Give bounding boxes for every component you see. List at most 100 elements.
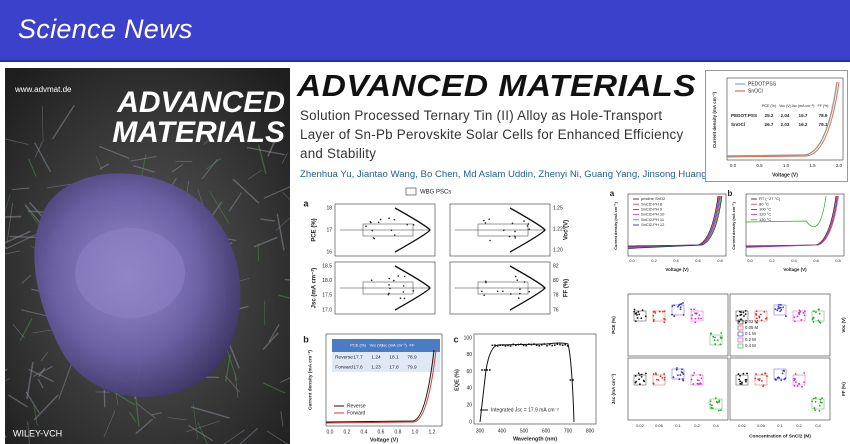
cover-fiber [5,378,10,382]
data-point [678,378,681,381]
data-point [711,407,714,410]
curve-marker [567,345,569,347]
legend-label: 120 °C [759,212,771,217]
data-point [694,317,697,320]
tick-label: 0.5 [756,163,763,168]
data-point [510,293,512,295]
curve [394,207,431,253]
banner: Science News [0,0,850,62]
data-point [800,319,803,321]
data-point [663,372,666,375]
table-header: Jsc (mA cm⁻²) [381,343,407,348]
legend-label: 0.02 M [745,319,759,324]
data-point [812,316,815,319]
cover-fiber [5,138,29,145]
curve-marker [502,344,504,346]
data-point [813,407,816,409]
data-point [393,279,395,282]
tick-label: 0.8 [717,258,723,263]
tick-label: 0.0 [327,429,334,435]
data-point [663,378,666,381]
table-cell: 17.8 [389,364,399,370]
cover-fiber [26,361,34,400]
table-cell: 2.04 [781,113,790,118]
data-point [803,381,806,384]
tick-label: 2.0 [836,163,843,168]
cover-fiber [282,192,290,200]
data-point [819,398,822,401]
legend-label: Reverse [347,403,366,409]
data-point [766,375,768,377]
data-point [692,374,694,377]
data-point [511,222,514,225]
curve-marker [504,345,507,347]
data-point [679,308,682,311]
data-point [657,379,660,381]
tick-label: 18.5 [322,263,332,269]
data-point [756,321,758,324]
data-point [758,316,761,319]
data-point [755,317,758,320]
tick-label: 17 [326,227,332,233]
cover-fiber [239,427,259,444]
data-point [633,310,635,313]
tick-label: 0.2 [769,258,775,263]
data-point [720,332,723,334]
curve-marker [525,344,527,347]
cover-fiber [260,218,275,222]
axis-label: Voltage (V) [370,437,398,443]
data-point [758,315,761,318]
data-point [781,372,784,375]
curve-marker [528,343,530,346]
data-point [738,320,741,323]
data-point [659,375,662,378]
cover-fiber [267,138,277,157]
article-title: Solution Processed Ternary Tin (II) Allo… [300,108,684,161]
data-point [634,320,637,323]
curve-marker [551,344,553,347]
data-point [714,336,716,339]
data-point [488,218,490,221]
data-point [798,309,801,312]
data-point [780,309,783,311]
data-point [714,397,717,400]
data-point [642,379,645,382]
data-point [485,281,487,284]
data-point [716,339,719,342]
journal-name: ADVANCED MATERIALS [297,68,697,103]
data-point [803,314,806,317]
axes-frame [627,193,727,257]
cover-fiber [130,155,157,162]
cover-fiber [33,394,59,421]
data-point [785,315,787,318]
table-cell: Reverse [335,354,353,360]
legend-label: pristine SnO2 [641,196,666,201]
curve-marker [517,343,520,346]
tick-label: 0.2 [694,423,700,428]
data-point [784,377,787,380]
data-point [713,339,716,342]
data-point [388,292,390,295]
cover-fiber [58,364,72,400]
tick-label: 76 [553,307,559,313]
data-point [760,319,763,322]
data-point [637,311,640,313]
cover-fiber [114,391,136,406]
data-point [762,385,765,388]
legend-label: SnCl2-PH 10 [641,212,665,217]
axis-label: Current density (mA cm⁻²) [307,350,313,410]
data-point [812,321,815,323]
tick-label: 1.225 [553,226,566,232]
legend-box [405,187,417,196]
data-point [690,317,693,320]
cover-fiber [133,165,155,173]
cover-fiber [223,429,245,444]
tick-label: 0 [469,419,472,425]
table-cell: 26.7 [765,122,774,127]
cover-fiber [281,152,288,164]
axes-frame [729,293,831,357]
data-point [763,310,766,313]
data-point [661,310,664,313]
data-point [739,374,741,377]
